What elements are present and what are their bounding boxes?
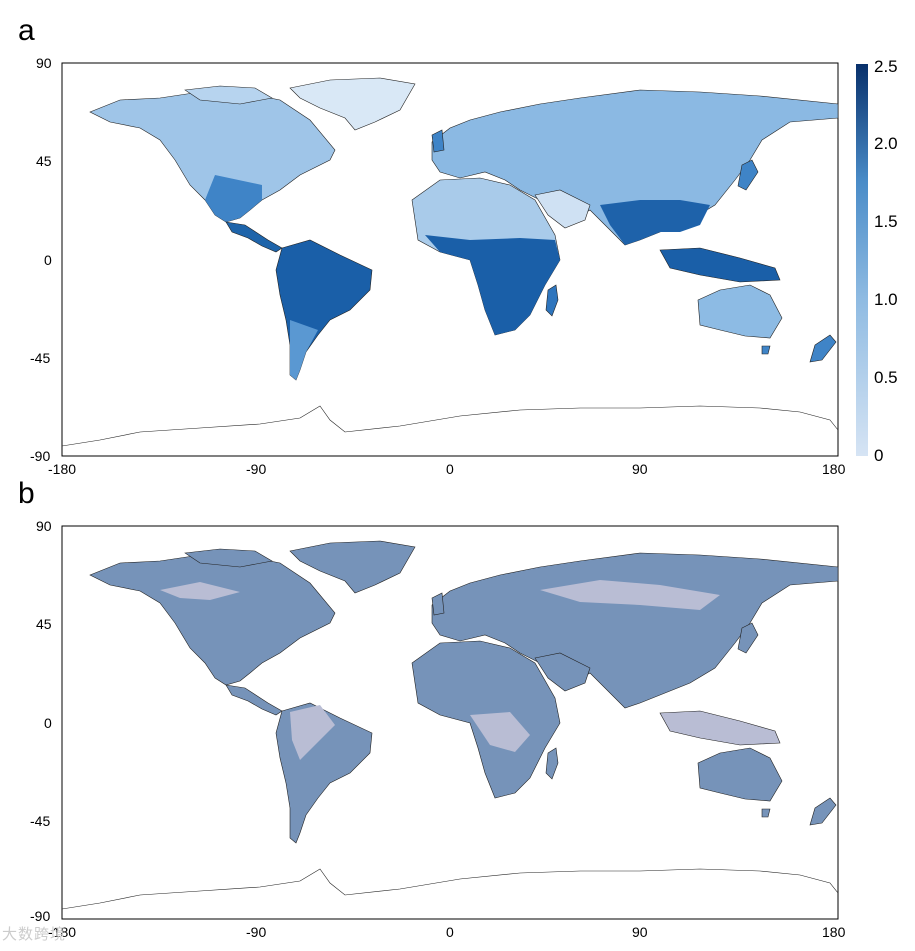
- eurasia-alt: [540, 580, 720, 610]
- panel-a: a: [18, 14, 898, 477]
- antarctica: [61, 868, 839, 910]
- se-asia-islands: [659, 710, 781, 746]
- arabia: [534, 652, 591, 692]
- x-tick-label: 0: [446, 461, 454, 477]
- y-tick-label: 0: [44, 715, 52, 731]
- x-tick-label: -90: [246, 461, 266, 477]
- panel-b-land: [61, 540, 839, 910]
- north-america-south: [205, 175, 262, 222]
- colorbar-tick: 1.0: [874, 290, 898, 309]
- madagascar: [545, 284, 559, 317]
- australia: [697, 284, 783, 339]
- y-tick-label: 90: [36, 55, 52, 71]
- x-tick-label: -90: [246, 924, 266, 940]
- arctic-islands: [184, 548, 273, 568]
- y-tick-label: -45: [30, 813, 50, 829]
- panel-b: b 90 45: [18, 477, 846, 940]
- arabia: [534, 189, 591, 229]
- australia: [697, 747, 783, 802]
- se-asia-islands: [659, 247, 781, 283]
- watermark: 大数跨境: [2, 925, 67, 943]
- panel-a-x-ticks: -180 -90 0 90 180: [48, 461, 846, 477]
- north-america-alt: [160, 582, 240, 600]
- central-america: [225, 221, 283, 253]
- y-tick-label: 45: [36, 153, 52, 169]
- colorbar-tick: 2.5: [874, 57, 898, 76]
- x-tick-label: -180: [48, 461, 76, 477]
- colorbar-tick: 1.5: [874, 212, 898, 231]
- y-tick-label: 45: [36, 616, 52, 632]
- y-tick-label: -90: [30, 448, 50, 464]
- antarctica: [61, 405, 839, 447]
- madagascar: [545, 747, 559, 780]
- greenland: [289, 77, 416, 131]
- japan: [737, 622, 759, 654]
- x-tick-label: 90: [632, 461, 648, 477]
- south-america-alt: [290, 705, 335, 760]
- panel-a-axes: 90 45 0 -45 -90 -180 -90 0 90 180: [30, 55, 846, 477]
- panel-b-axes: 90 45 0 -45 -90 -180 -90 0 90 180: [30, 518, 846, 940]
- greenland: [289, 540, 416, 594]
- british-isles: [431, 129, 445, 153]
- colorbar-gradient: [856, 64, 868, 456]
- colorbar-tick: 0.5: [874, 368, 898, 387]
- new-zealand: [809, 797, 837, 826]
- y-tick-label: 0: [44, 252, 52, 268]
- y-tick-label: -45: [30, 350, 50, 366]
- colorbar-tick: 2.0: [874, 134, 898, 153]
- panel-a-letter: a: [18, 14, 35, 47]
- africa-central: [425, 235, 560, 335]
- africa-alt: [470, 712, 530, 752]
- x-tick-label: 180: [822, 461, 846, 477]
- panel-a-colorbar: 2.5 2.0 1.5 1.0 0.5 0: [856, 57, 898, 465]
- panel-b-y-ticks: 90 45 0 -45 -90: [30, 518, 52, 924]
- new-zealand: [809, 334, 837, 363]
- y-tick-label: -90: [30, 908, 50, 924]
- x-tick-label: 180: [822, 924, 846, 940]
- south-asia: [600, 200, 710, 245]
- x-tick-label: -180: [48, 924, 76, 940]
- x-tick-label: 90: [632, 924, 648, 940]
- arctic-islands: [184, 85, 273, 105]
- y-tick-label: 90: [36, 518, 52, 534]
- tasmania: [761, 345, 771, 355]
- japan: [737, 159, 759, 191]
- panel-a-land: [61, 77, 839, 447]
- british-isles: [431, 592, 445, 616]
- tasmania: [761, 808, 771, 818]
- central-america: [225, 684, 283, 716]
- eurasia: [431, 552, 839, 709]
- panel-b-letter: b: [18, 477, 35, 510]
- panel-b-x-ticks: -180 -90 0 90 180: [48, 924, 846, 940]
- colorbar-tick: 0: [874, 446, 883, 465]
- x-tick-label: 0: [446, 924, 454, 940]
- south-america-south: [290, 320, 318, 380]
- panel-a-y-ticks: 90 45 0 -45 -90: [30, 55, 52, 464]
